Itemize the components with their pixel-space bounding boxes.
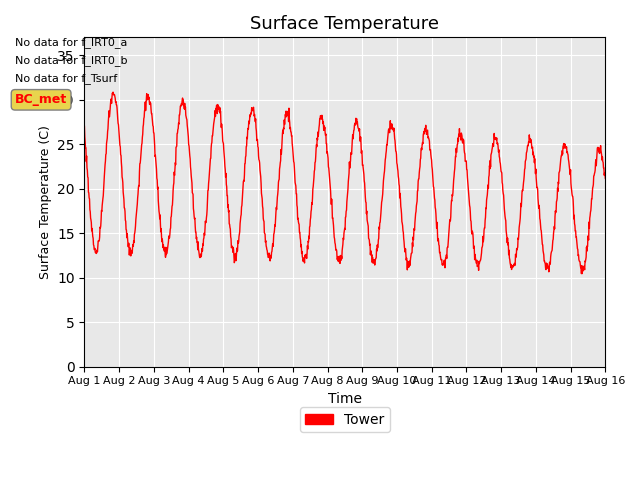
X-axis label: Time: Time (328, 392, 362, 406)
Tower (109, 89, 117, 95)
Tower (196, 254, 204, 260)
Tower (81, 123, 88, 129)
Tower (426, 146, 433, 152)
Tower (602, 176, 609, 181)
Tower (255, 157, 263, 163)
Line: Tower: Tower (84, 92, 605, 274)
Tower (540, 252, 548, 258)
Y-axis label: Surface Temperature (C): Surface Temperature (C) (38, 125, 52, 279)
Text: BC_met: BC_met (15, 93, 67, 106)
Tower (184, 130, 192, 136)
Tower (577, 271, 585, 276)
Text: No data for f_IRT0_a: No data for f_IRT0_a (15, 37, 127, 48)
Text: No data for f_IRT0_b: No data for f_IRT0_b (15, 56, 127, 66)
Legend: Tower: Tower (300, 407, 390, 432)
Title: Surface Temperature: Surface Temperature (250, 15, 440, 33)
Text: No data for f_Tsurf: No data for f_Tsurf (15, 73, 117, 84)
Tower (494, 141, 502, 146)
